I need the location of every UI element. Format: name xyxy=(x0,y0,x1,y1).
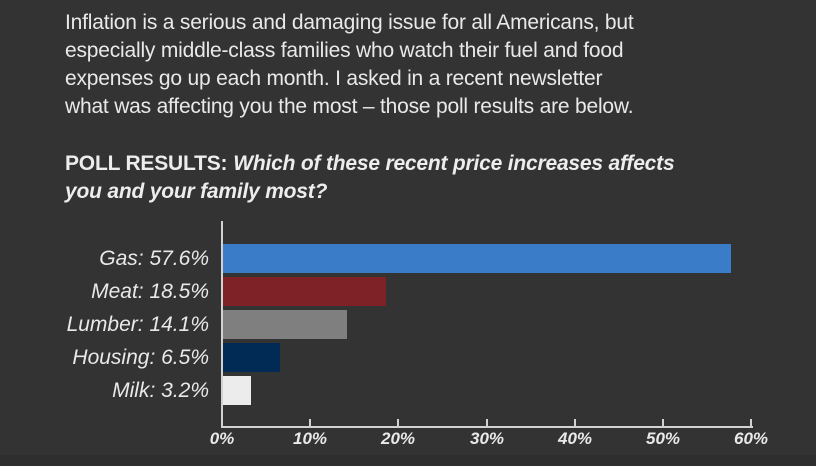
x-axis-tick xyxy=(486,419,488,426)
poll-results-label: POLL RESULTS: xyxy=(65,152,228,175)
category-label-lumber: Lumber: 14.1% xyxy=(66,312,209,336)
intro-line-2: especially middle-class families who wat… xyxy=(65,39,624,62)
bottom-strip xyxy=(0,455,816,466)
category-label-milk: Milk: 3.2% xyxy=(112,378,209,402)
x-axis-tick-label: 0% xyxy=(209,429,235,448)
intro-line-3: expenses go up each month. I asked in a … xyxy=(65,67,603,90)
x-axis-tick-label: 10% xyxy=(292,429,328,448)
x-axis-tick-label: 50% xyxy=(645,429,681,448)
x-axis-tick xyxy=(574,419,576,426)
bar-gas xyxy=(223,244,731,273)
category-label-meat: Meat: 18.5% xyxy=(91,279,209,303)
x-axis-tick-label: 30% xyxy=(469,429,505,448)
poll-question-line-1: Which of these recent price increases af… xyxy=(233,152,675,175)
category-labels: Gas: 57.6% Meat: 18.5% Lumber: 14.1% Housin… xyxy=(0,244,209,409)
x-axis-tick xyxy=(309,419,311,426)
category-label-gas: Gas: 57.6% xyxy=(99,246,209,270)
x-axis-tick-label: 20% xyxy=(380,429,416,448)
intro-paragraph: Inflation is a serious and damaging issu… xyxy=(65,9,634,121)
intro-line-1: Inflation is a serious and damaging issu… xyxy=(65,11,634,34)
x-axis-tick-label: 40% xyxy=(557,429,593,448)
x-axis-tick xyxy=(397,419,399,426)
x-axis-line xyxy=(221,426,753,428)
x-axis-tick xyxy=(662,419,664,426)
x-axis-tick xyxy=(750,419,752,426)
y-axis-line xyxy=(221,221,223,428)
bars-container xyxy=(223,244,731,409)
x-axis-tick-label: 60% xyxy=(733,429,769,448)
bar-lumber xyxy=(223,310,347,339)
poll-results-heading: POLL RESULTS: Which of these recent price… xyxy=(65,150,675,206)
heading-line-1: POLL RESULTS: Which of these recent price… xyxy=(65,150,675,178)
intro-line-4: what was affecting you the most – those … xyxy=(65,95,634,118)
category-label-housing: Housing: 6.5% xyxy=(72,345,209,369)
poll-question-line-2: you and your family most? xyxy=(65,180,328,203)
bar-milk xyxy=(223,376,251,405)
bar-housing xyxy=(223,343,280,372)
bar-meat xyxy=(223,277,386,306)
